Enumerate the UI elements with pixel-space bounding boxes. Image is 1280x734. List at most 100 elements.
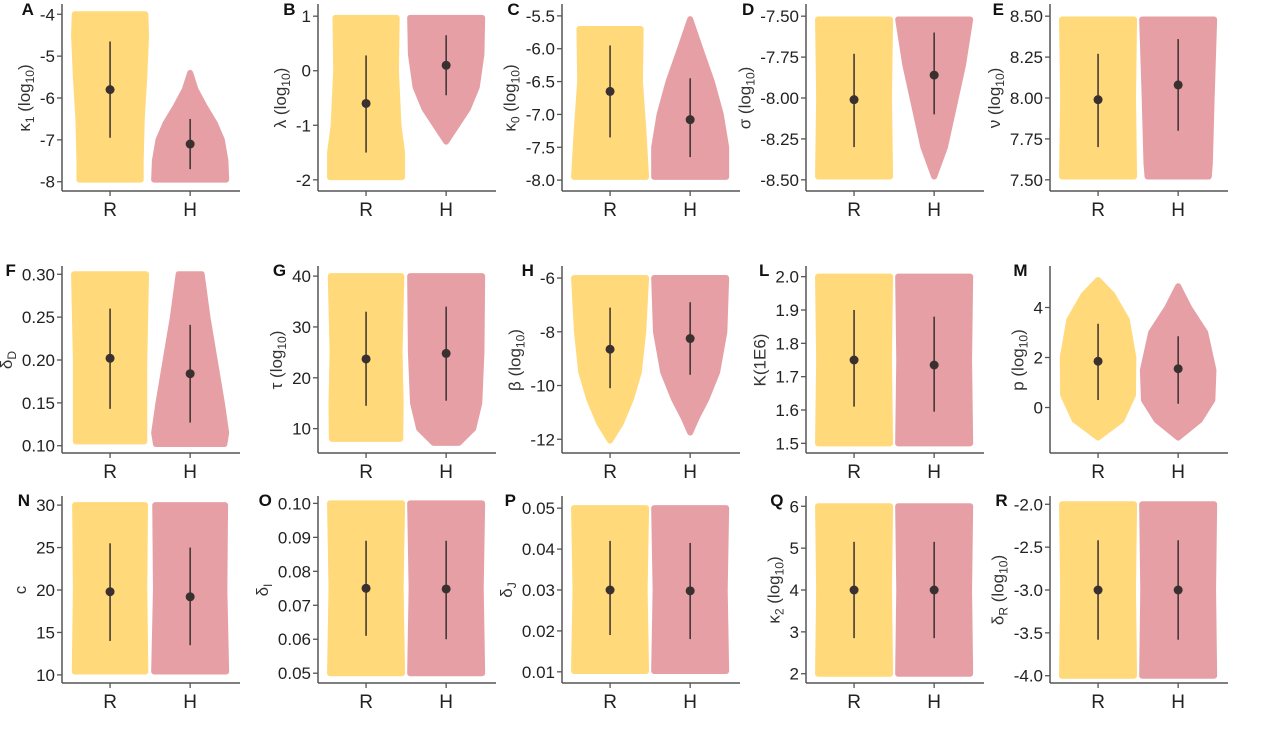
panel-E: 8.50 8.25 8.00 7.75 7.50 ν (log10) E R H: [985, 0, 1228, 221]
y-tick-label: 30: [292, 318, 311, 337]
y-tick-label: 1.5: [775, 434, 799, 453]
median-point-R: [605, 344, 615, 354]
y-tick-label: 0.25: [22, 308, 55, 327]
y-tick-label: 30: [36, 496, 55, 515]
median-point-H: [685, 586, 695, 596]
y-tick-label: -12: [530, 430, 555, 449]
panel-letter: H: [522, 261, 534, 280]
median-point-R: [605, 585, 615, 595]
y-tick-label: 0.10: [22, 437, 55, 456]
y-tick-label: 0: [1034, 399, 1043, 418]
x-tick-label: R: [603, 462, 617, 483]
y-tick-label: -8.00: [760, 89, 799, 108]
y-tick-label: -3.5: [1014, 624, 1043, 643]
y-tick-label: 8.50: [1010, 7, 1043, 26]
y-label-text: δ: [497, 588, 516, 597]
y-axis-label: δI: [253, 584, 275, 597]
y-tick-label: 8.25: [1010, 48, 1043, 67]
y-tick-label: -7.0: [526, 105, 555, 124]
y-tick-label: 1.6: [775, 401, 799, 420]
median-point-R: [1093, 585, 1103, 595]
y-label-subscript: 10: [743, 72, 757, 86]
y-tick-label: 7.75: [1010, 130, 1043, 149]
panel-B: 10-1-2λ (log10)BR H: [271, 0, 496, 221]
y-label-subscript: 10: [513, 334, 527, 348]
median-point-R: [849, 95, 859, 105]
y-tick-label: 40: [292, 267, 311, 286]
x-tick-label: H: [927, 200, 941, 221]
y-tick-label: -4: [40, 5, 55, 24]
y-label-text: ): [985, 68, 1004, 74]
y-label-subscript: 1: [23, 116, 37, 123]
y-label-text: δ: [253, 587, 272, 596]
median-point-H: [685, 334, 695, 344]
y-label-text: ): [271, 68, 290, 74]
x-tick-label: R: [1091, 200, 1105, 221]
y-label-text: ): [765, 556, 784, 562]
median-point-R: [1093, 95, 1103, 105]
y-tick-label: 0.05: [278, 664, 311, 683]
x-tick-label: H: [439, 692, 453, 713]
y-label-text: δ: [989, 616, 1008, 625]
median-point-H: [185, 592, 195, 602]
y-label-subscript: I: [261, 584, 275, 587]
y-tick-label: 0.07: [278, 596, 311, 615]
y-axis-label: δD: [0, 351, 19, 369]
y-tick-label: 0.05: [522, 499, 555, 518]
y-tick-label: 25: [36, 539, 55, 558]
x-tick-label: R: [847, 200, 861, 221]
y-tick-label: -2.0: [1014, 495, 1043, 514]
median-point-H: [929, 70, 939, 80]
x-tick-label: H: [927, 462, 941, 483]
panel-letter: F: [6, 261, 16, 280]
panel-letter: Q: [770, 491, 783, 510]
y-label-subscript: R: [997, 607, 1011, 616]
y-tick-label: -5.5: [526, 7, 555, 26]
y-tick-label: 2.0: [775, 268, 799, 287]
y-label-text: ): [267, 331, 286, 337]
panel-letter: L: [759, 261, 769, 280]
y-tick-label: -7.50: [760, 7, 799, 26]
y-label-text: K(1E6): [750, 334, 769, 387]
y-axis-label: λ (log10): [271, 68, 293, 129]
x-tick-label: H: [439, 200, 453, 221]
y-tick-label: 1: [302, 7, 311, 26]
y-label-text: σ (log: [735, 86, 754, 130]
panel-A: -4 -5 -6 -7 -8 κ1 (log10) A R H: [15, 0, 240, 221]
panel-H: -6 -8 -10 -12 β (log10) H R H: [505, 261, 740, 483]
y-label-text: (log: [765, 575, 784, 608]
median-point-H: [441, 584, 451, 594]
y-tick-label: 0.08: [278, 562, 311, 581]
panel-F: 0.30 0.25 0.20 0.15 0.10 δD F R H: [0, 261, 240, 483]
y-label-text: ): [735, 67, 754, 73]
y-tick-label: 0.15: [22, 394, 55, 413]
y-label-subscript: 10: [275, 336, 289, 350]
y-axis-label: κ0 (log10): [501, 64, 523, 131]
y-tick-label: 0.06: [278, 630, 311, 649]
y-label-text: ): [989, 555, 1008, 561]
panel-letter: N: [18, 491, 30, 510]
x-tick-label: H: [183, 692, 197, 713]
median-point-R: [105, 85, 115, 95]
y-label-text: ): [505, 329, 524, 335]
x-tick-label: R: [103, 692, 117, 713]
y-label-subscript: 2: [773, 608, 787, 615]
median-point-H: [185, 139, 195, 149]
y-label-subscript: 10: [997, 560, 1011, 574]
y-label-subscript: 10: [1017, 335, 1031, 349]
y-label-text: ): [1009, 329, 1028, 335]
x-tick-label: R: [359, 462, 373, 483]
panel-letter: G: [273, 261, 286, 280]
y-label-subscript: 10: [279, 73, 293, 87]
y-tick-label: -7: [40, 131, 55, 150]
y-tick-label: 0.02: [522, 622, 555, 641]
x-tick-label: R: [1091, 462, 1105, 483]
y-label-text: κ: [765, 615, 784, 624]
y-tick-label: 10: [36, 666, 55, 685]
y-tick-label: 7.50: [1010, 171, 1043, 190]
x-tick-label: R: [359, 692, 373, 713]
x-tick-label: H: [683, 692, 697, 713]
y-tick-label: -6.0: [526, 40, 555, 59]
